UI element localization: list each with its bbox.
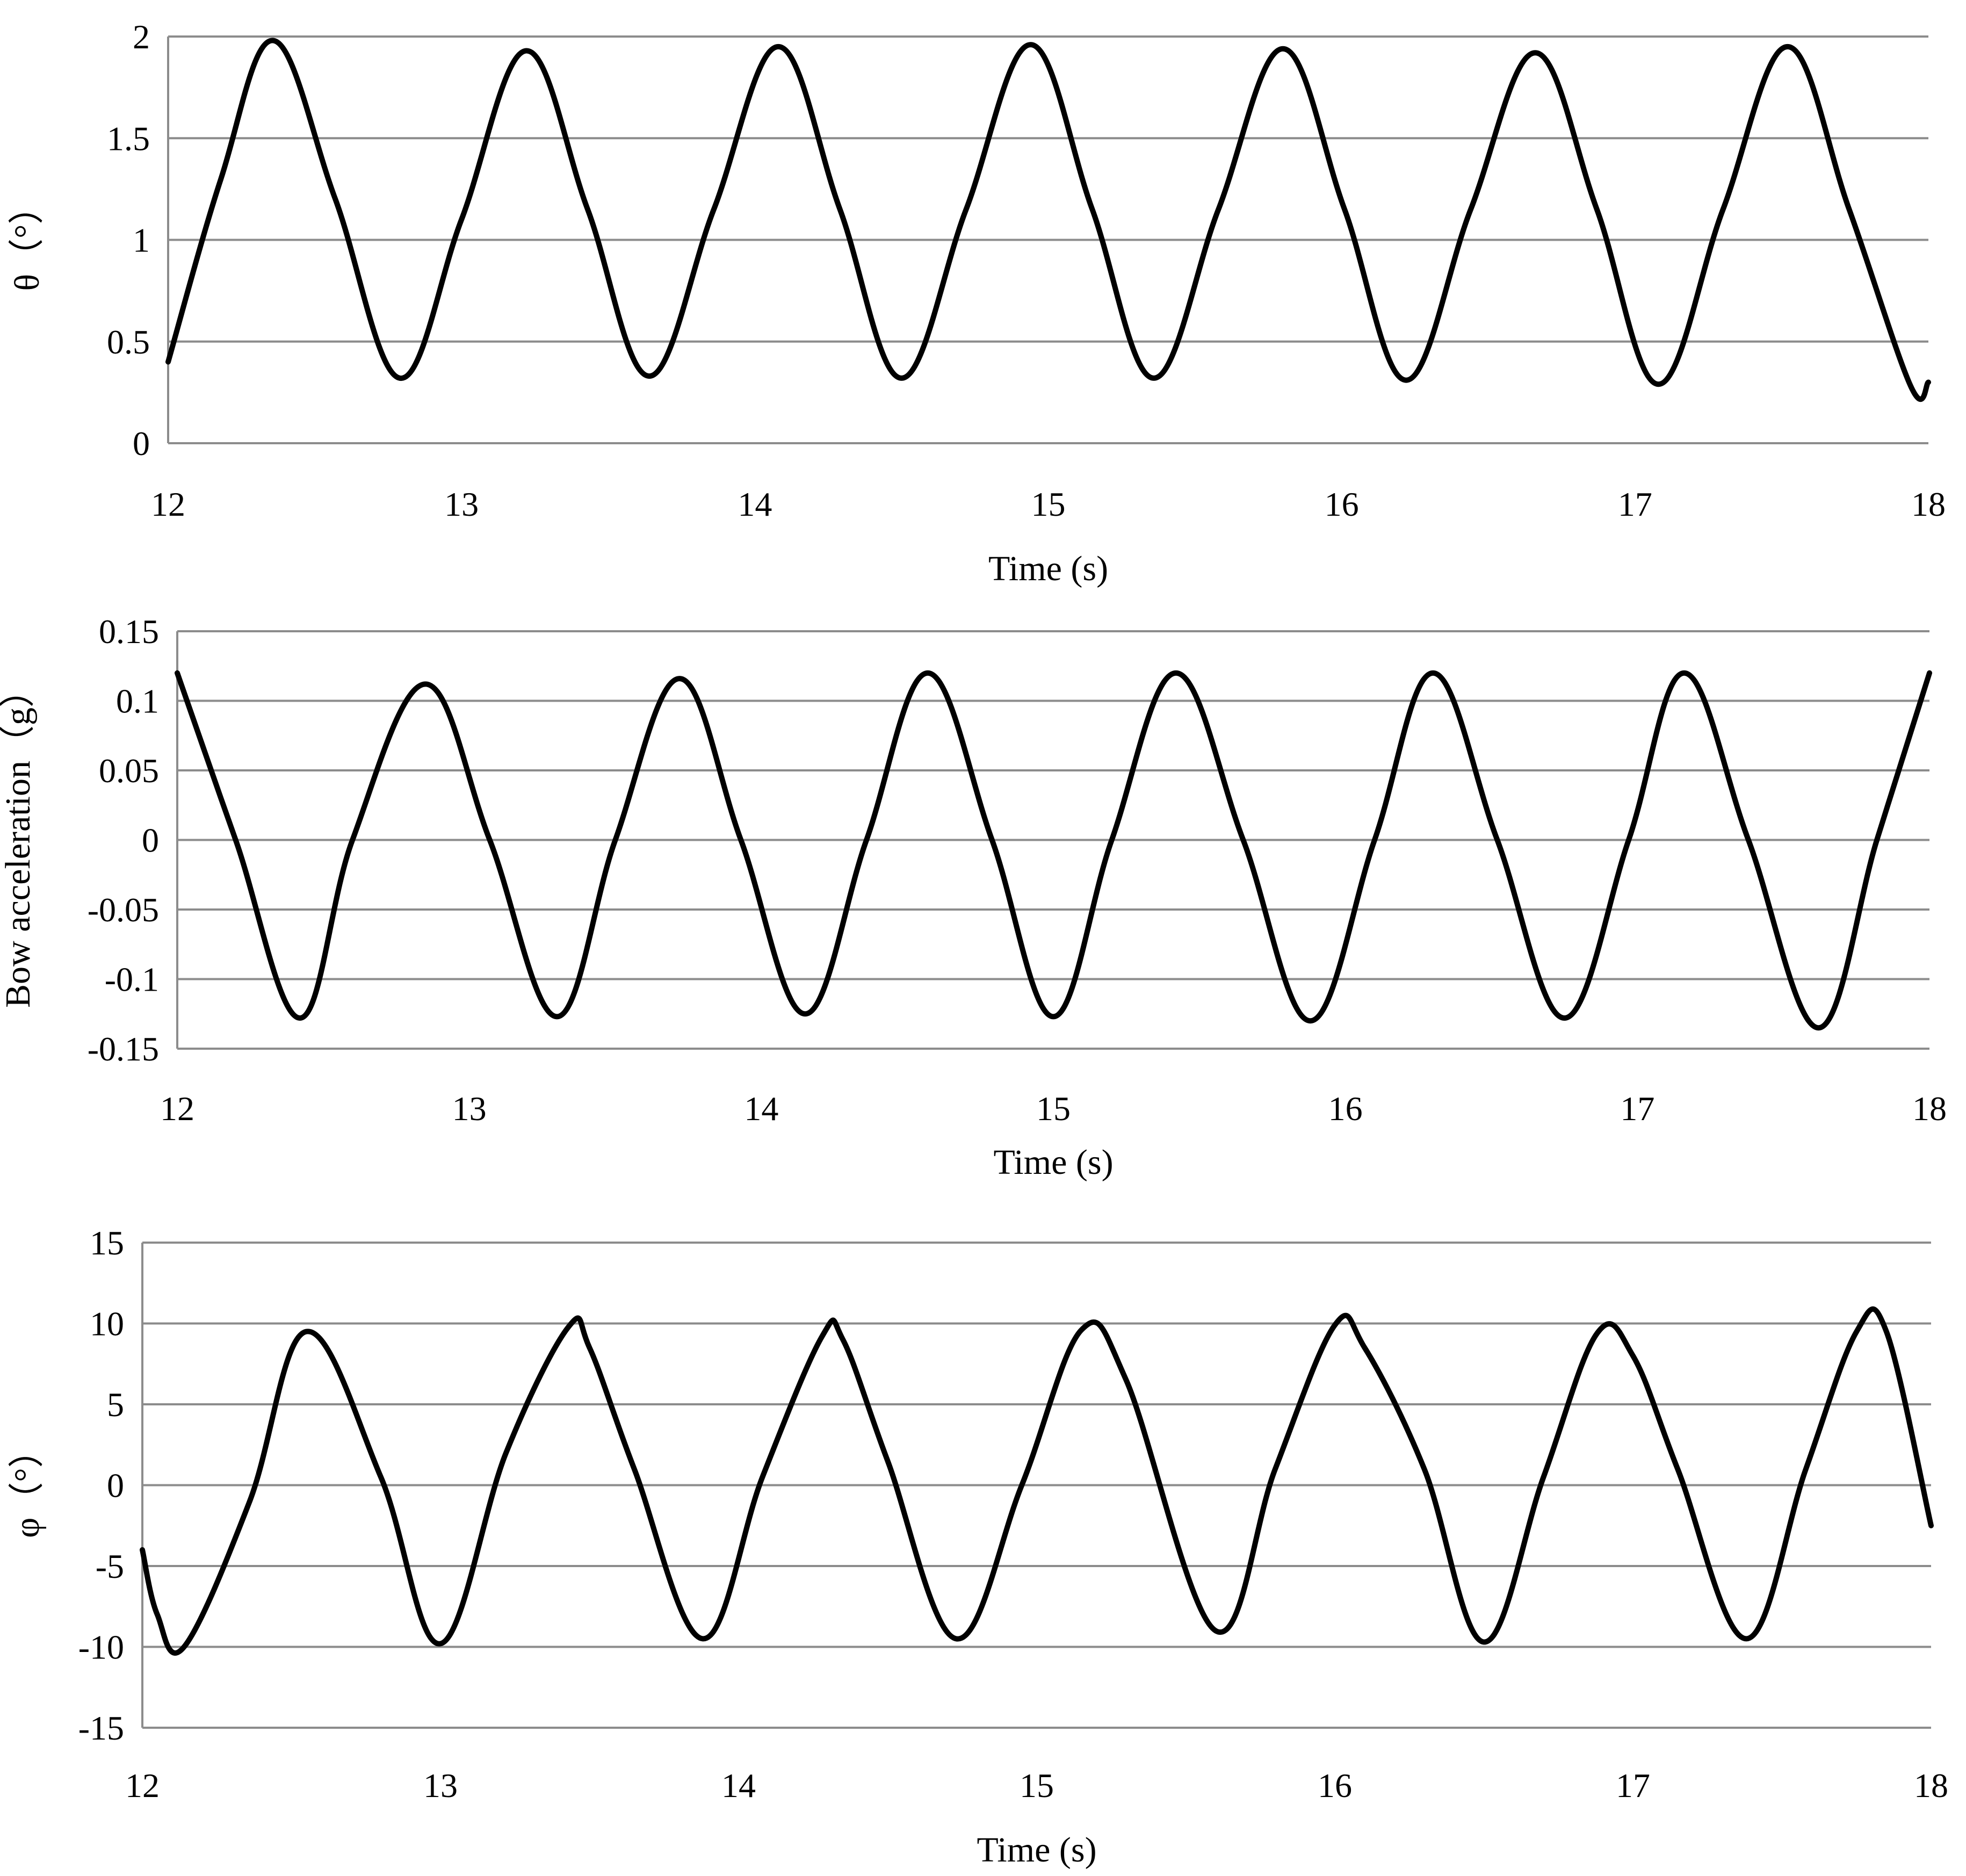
y-tick-label: 2 [133, 18, 150, 56]
x-tick-label: 18 [1911, 485, 1946, 523]
x-tick-label: 18 [1914, 1766, 1948, 1805]
x-tick-label: 12 [160, 1089, 194, 1128]
x-axis-title: Time (s) [977, 1830, 1096, 1870]
y-axis-title: Bow acceleration（g） [0, 672, 38, 1008]
y-tick-label: -0.15 [88, 1030, 159, 1068]
x-tick-label: 13 [423, 1766, 458, 1805]
x-tick-label: 16 [1318, 1766, 1352, 1805]
series-line [175, 670, 1932, 1031]
y-tick-label: -0.1 [105, 961, 159, 999]
x-tick-label: 17 [1616, 1766, 1650, 1805]
y-axis-title: θ（°） [8, 189, 47, 291]
y-tick-label: 10 [90, 1305, 124, 1343]
y-tick-label: 1 [133, 221, 150, 259]
y-tick-label: 5 [107, 1386, 124, 1424]
x-axis-title: Time (s) [988, 549, 1108, 588]
x-axis-title: Time (s) [993, 1143, 1113, 1182]
y-tick-label: 0 [142, 821, 159, 860]
y-tick-label: 0.05 [99, 752, 159, 790]
x-tick-label: 14 [721, 1766, 756, 1805]
x-tick-label: 13 [452, 1089, 487, 1128]
y-tick-label: 1.5 [107, 119, 150, 157]
y-tick-label: -0.05 [88, 891, 159, 929]
chart-panel-1: 0 0.5 1 1.5 2 12 13 14 15 16 17 18 Time (s) θ（°） [8, 18, 1946, 588]
x-tick-label: 12 [125, 1766, 160, 1805]
x-tick-label: 15 [1020, 1766, 1054, 1805]
chart-panel-2: -0.15 -0.1 -0.05 0 0.05 0.1 0.15 12 13 14 15 16 17 18… [0, 612, 1947, 1182]
y-tick-label: -15 [78, 1709, 124, 1747]
x-tick-label: 17 [1618, 485, 1652, 523]
x-tick-label: 14 [738, 485, 772, 523]
x-tick-label: 13 [444, 485, 479, 523]
y-tick-label: 15 [90, 1224, 124, 1262]
x-tick-label: 16 [1328, 1089, 1363, 1128]
y-axis-title: φ（°） [8, 1432, 47, 1538]
y-tick-label: 0.1 [116, 682, 159, 720]
y-tick-label: -5 [96, 1547, 124, 1585]
series-line [140, 1306, 1934, 1656]
x-tick-label: 18 [1912, 1089, 1947, 1128]
x-tick-label: 12 [151, 485, 185, 523]
y-tick-label: 0.15 [99, 612, 159, 651]
y-tick-label: 0 [107, 1467, 124, 1505]
series-line [165, 38, 1931, 402]
x-tick-label: 14 [744, 1089, 778, 1128]
x-tick-label: 17 [1620, 1089, 1654, 1128]
x-tick-label: 16 [1325, 485, 1359, 523]
x-tick-label: 15 [1036, 1089, 1071, 1128]
y-tick-label: 0 [133, 424, 150, 463]
y-tick-label: -10 [78, 1628, 124, 1666]
chart-panel-3: -15 -10 -5 0 5 10 15 12 13 14 15 16 17 18 Time (s) φ（°） [8, 1224, 1948, 1870]
y-tick-label: 0.5 [107, 323, 150, 361]
x-tick-label: 15 [1031, 485, 1066, 523]
